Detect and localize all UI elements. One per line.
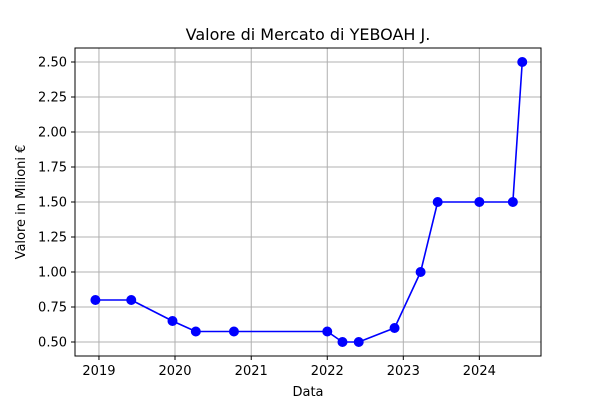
y-tick-label: 1.00	[38, 266, 67, 281]
x-tick-label: 2023	[387, 364, 420, 379]
chart-title: Valore di Mercato di YEBOAH J.	[186, 25, 431, 44]
data-point	[432, 197, 443, 207]
data-point	[126, 295, 137, 305]
y-tick-label: 2.50	[38, 56, 67, 71]
y-tick-label: 0.50	[38, 336, 67, 351]
data-point	[389, 323, 400, 333]
y-axis-title: Valore in Milioni €	[14, 145, 29, 260]
data-point	[517, 57, 528, 67]
series-layer	[90, 57, 528, 347]
data-point	[337, 337, 348, 347]
axis-ticks: 2019 2020 2021 2022 2023 2024 0.50 0.75 1.00 1.25…	[38, 56, 496, 380]
x-tick-label: 2021	[235, 364, 268, 379]
x-tick-label: 2020	[158, 364, 191, 379]
data-point	[190, 326, 201, 337]
data-point	[90, 295, 101, 305]
y-tick-label: 1.50	[38, 196, 67, 211]
data-point	[415, 267, 426, 277]
y-tick-label: 2.25	[38, 91, 67, 106]
y-tick-label: 2.00	[38, 126, 67, 141]
x-tick-label: 2019	[82, 364, 115, 379]
y-tick-label: 0.75	[38, 301, 67, 316]
data-point	[474, 197, 485, 207]
x-axis-title: Data	[292, 385, 323, 400]
data-point	[507, 197, 518, 207]
data-point	[322, 326, 333, 337]
data-point	[228, 326, 239, 337]
data-point	[167, 316, 178, 326]
y-tick-label: 1.75	[38, 161, 67, 176]
x-tick-label: 2022	[311, 364, 344, 379]
data-point	[353, 337, 364, 347]
x-tick-label: 2024	[463, 364, 496, 379]
y-tick-label: 1.25	[38, 231, 67, 246]
